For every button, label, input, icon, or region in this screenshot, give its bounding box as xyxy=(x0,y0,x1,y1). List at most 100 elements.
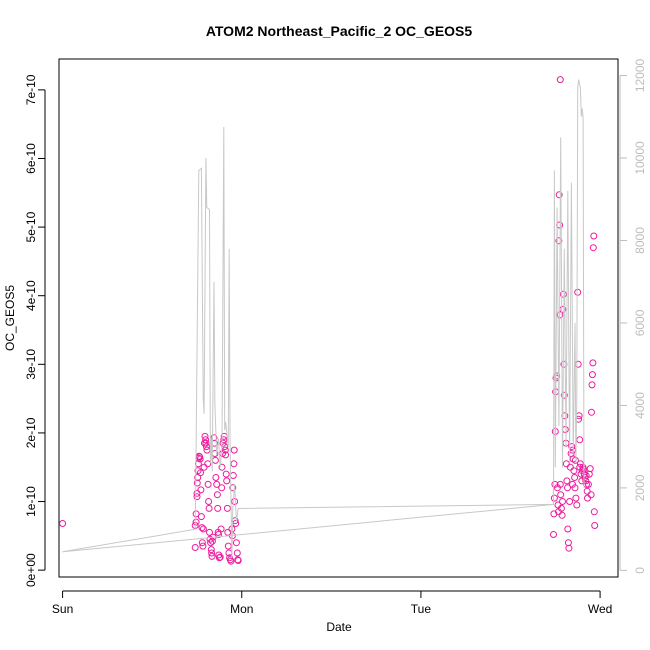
data-point xyxy=(587,491,595,499)
data-point xyxy=(570,467,578,475)
data-point xyxy=(559,498,566,505)
y-tick-label: 5e-10 xyxy=(24,211,38,242)
data-point xyxy=(591,522,599,529)
data-point xyxy=(576,463,584,471)
data-point xyxy=(556,480,564,488)
series-line-2 xyxy=(62,503,554,553)
data-point xyxy=(204,480,212,488)
data-point xyxy=(555,237,563,245)
data-point xyxy=(203,443,210,451)
data-point xyxy=(566,498,574,505)
data-point xyxy=(232,539,240,547)
data-point xyxy=(576,436,584,444)
data-point xyxy=(589,359,597,367)
data-point xyxy=(204,460,212,468)
data-point xyxy=(212,474,220,481)
x-tick-label: Wed xyxy=(588,602,612,616)
data-point xyxy=(201,432,209,440)
y2-tick-label: 10000 xyxy=(633,141,647,175)
data-point xyxy=(234,557,242,564)
y-tick-label: 0e+00 xyxy=(24,553,38,587)
data-point xyxy=(197,469,204,477)
axes-group: Sun Mon Tue Wed 0e+00 1e-10 2e-10 3e-10 4e-10 5e-… xyxy=(24,58,647,616)
data-point xyxy=(560,391,568,399)
data-point xyxy=(222,451,230,459)
data-point xyxy=(590,232,598,240)
data-point xyxy=(230,460,238,468)
data-point xyxy=(198,524,206,532)
data-point xyxy=(207,539,215,547)
data-point xyxy=(224,542,232,550)
data-point xyxy=(574,288,582,296)
data-point xyxy=(192,510,200,518)
data-point xyxy=(208,552,216,560)
y-axis-label: OC_GEOS5 xyxy=(3,285,17,351)
data-point xyxy=(193,493,201,501)
data-point xyxy=(221,446,229,454)
y2-tick-label: 6000 xyxy=(633,309,647,336)
data-point xyxy=(563,477,571,485)
data-point xyxy=(584,480,592,488)
data-point xyxy=(230,446,238,454)
data-point xyxy=(208,549,216,557)
data-point xyxy=(572,494,580,502)
x-tick-label: Sun xyxy=(52,602,73,616)
data-point xyxy=(197,513,205,521)
y2-tick-label: 4000 xyxy=(633,392,647,419)
data-point xyxy=(192,518,200,526)
data-point xyxy=(566,463,574,471)
y-tick-label: 4e-10 xyxy=(24,280,38,311)
data-point xyxy=(208,537,216,545)
data-point xyxy=(215,531,222,538)
data-point xyxy=(199,542,207,550)
data-point xyxy=(218,463,226,471)
data-point xyxy=(550,494,558,502)
data-point xyxy=(571,474,579,481)
data-point xyxy=(564,525,572,533)
data-point xyxy=(202,436,210,444)
data-point xyxy=(562,460,570,468)
y2-tick-label: 2000 xyxy=(633,474,647,501)
data-point xyxy=(215,554,223,562)
data-point xyxy=(583,487,591,495)
data-point xyxy=(556,76,564,84)
data-point xyxy=(198,539,206,547)
data-point xyxy=(217,525,225,533)
data-point xyxy=(584,494,591,502)
data-point xyxy=(565,544,573,552)
data-point xyxy=(206,528,213,536)
data-point xyxy=(590,508,598,516)
plot-box xyxy=(58,58,619,578)
data-point xyxy=(196,455,204,463)
data-point xyxy=(231,498,239,505)
data-point xyxy=(213,480,221,488)
data-point xyxy=(550,531,557,538)
plot-frame xyxy=(58,58,619,578)
data-point xyxy=(588,371,596,379)
data-point xyxy=(568,443,576,451)
data-point xyxy=(222,470,230,478)
series-line-1 xyxy=(62,79,585,559)
data-point xyxy=(569,480,576,488)
data-point xyxy=(229,484,237,492)
data-point xyxy=(229,472,237,479)
y2-tick-label: 8000 xyxy=(633,227,647,254)
data-point xyxy=(558,511,566,519)
series-group xyxy=(59,76,599,565)
x-tick-label: Mon xyxy=(230,602,253,616)
data-point xyxy=(200,463,208,471)
y2-tick-label: 12000 xyxy=(633,58,647,92)
data-point xyxy=(557,491,565,499)
data-point xyxy=(588,408,595,416)
y-tick-label: 3e-10 xyxy=(24,349,38,380)
data-point xyxy=(213,491,221,499)
data-point xyxy=(233,549,241,557)
y2-tick-label: 0 xyxy=(633,567,647,574)
data-point xyxy=(214,504,222,512)
data-point xyxy=(219,439,227,447)
data-point xyxy=(588,381,596,389)
data-point xyxy=(586,465,594,473)
data-point xyxy=(557,504,565,512)
data-point xyxy=(203,446,211,454)
y-tick-label: 7e-10 xyxy=(24,74,38,105)
